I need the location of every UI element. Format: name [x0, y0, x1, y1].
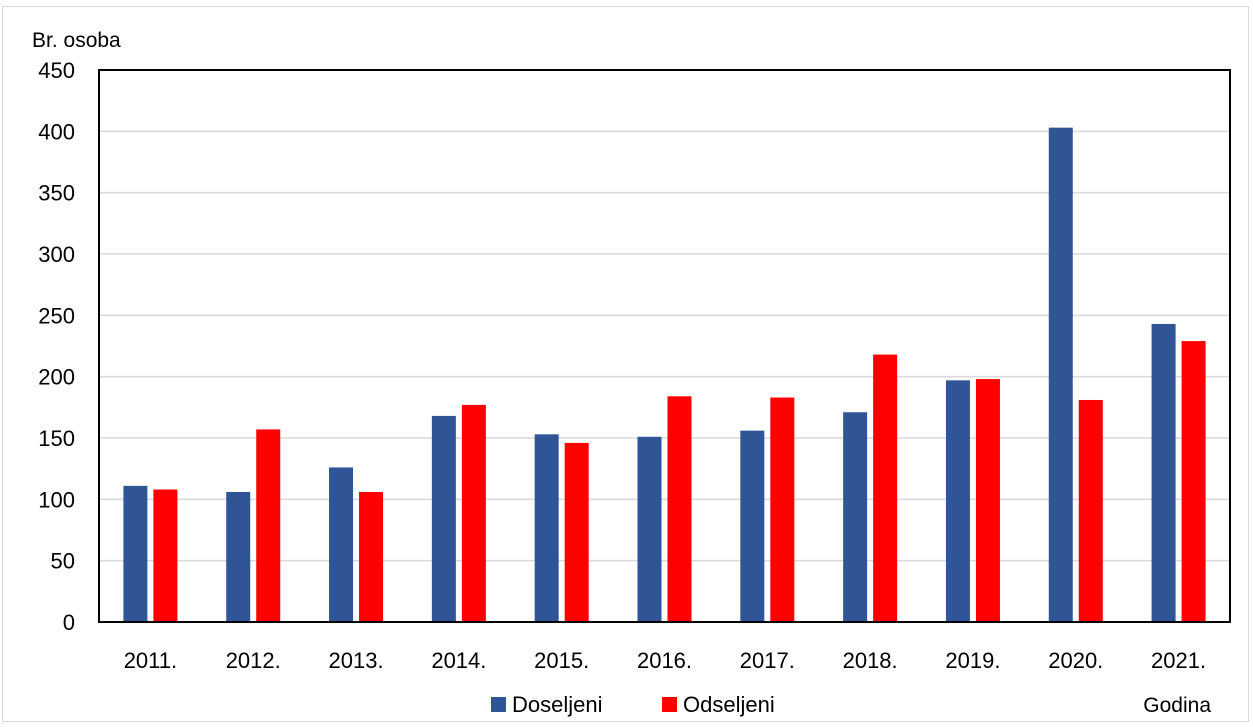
- legend: Doseljeni Odseljeni: [491, 692, 775, 717]
- bar-odseljeni-2012: [256, 429, 281, 622]
- bar-doseljeni-2015: [534, 434, 559, 622]
- legend-label-odseljeni: Odseljeni: [683, 692, 775, 717]
- x-tick-label: 2016.: [637, 648, 692, 673]
- bar-odseljeni-2018: [873, 354, 898, 622]
- x-tick-label: 2019.: [945, 648, 1000, 673]
- y-axis-ticks: 0 50 100 150 200 250 300 350 400 450: [38, 58, 75, 635]
- bar-odseljeni-2019: [975, 379, 1000, 622]
- bar-odseljeni-2021: [1181, 341, 1206, 622]
- y-tick-label: 350: [38, 181, 75, 206]
- bar-doseljeni-2017: [740, 430, 765, 622]
- bar-odseljeni-2015: [564, 442, 589, 622]
- bar-doseljeni-2018: [843, 412, 868, 622]
- bar-doseljeni-2011: [123, 485, 148, 622]
- x-tick-label: 2012.: [226, 648, 281, 673]
- bar-doseljeni-2014: [431, 415, 456, 622]
- bars: [123, 127, 1206, 623]
- y-axis-title: Br. osoba: [32, 29, 121, 52]
- x-tick-label: 2018.: [843, 648, 898, 673]
- x-axis-title: Godina: [1143, 694, 1211, 717]
- y-tick-label: 200: [38, 365, 75, 390]
- legend-swatch-doseljeni: [491, 697, 506, 712]
- bar-odseljeni-2020: [1078, 399, 1103, 622]
- bar-doseljeni-2020: [1048, 127, 1073, 623]
- y-tick-label: 400: [38, 119, 75, 144]
- y-tick-label: 0: [63, 610, 75, 635]
- y-tick-label: 450: [38, 58, 75, 83]
- x-tick-label: 2014.: [431, 648, 486, 673]
- chart-frame: [2, 6, 1249, 722]
- x-tick-label: 2011.: [124, 648, 177, 673]
- bar-odseljeni-2011: [153, 489, 178, 622]
- bar-doseljeni-2012: [226, 491, 251, 622]
- bar-odseljeni-2013: [359, 491, 384, 622]
- bar-doseljeni-2013: [329, 467, 354, 622]
- bar-odseljeni-2016: [667, 396, 692, 622]
- x-axis-ticks: 2011. 2012. 2013. 2014. 2015. 2016. 2017. 2018.…: [124, 648, 1206, 673]
- x-tick-label: 2017.: [740, 648, 795, 673]
- bar-doseljeni-2021: [1151, 323, 1176, 622]
- y-tick-label: 50: [51, 549, 75, 574]
- legend-label-doseljeni: Doseljeni: [512, 692, 603, 717]
- x-tick-label: 2020.: [1048, 648, 1103, 673]
- y-tick-label: 300: [38, 242, 75, 267]
- bar-doseljeni-2019: [945, 380, 970, 622]
- x-tick-label: 2015.: [534, 648, 589, 673]
- bar-odseljeni-2014: [461, 404, 486, 622]
- x-tick-label: 2013.: [329, 648, 384, 673]
- y-tick-label: 100: [38, 487, 75, 512]
- plot-area-border: [98, 69, 1231, 623]
- x-tick-label: 2021.: [1151, 648, 1206, 673]
- legend-swatch-odseljeni: [662, 697, 677, 712]
- y-tick-label: 150: [38, 426, 75, 451]
- y-tick-label: 250: [38, 303, 75, 328]
- bar-odseljeni-2017: [770, 397, 795, 622]
- bar-doseljeni-2016: [637, 436, 662, 622]
- gridlines: [99, 130, 1230, 562]
